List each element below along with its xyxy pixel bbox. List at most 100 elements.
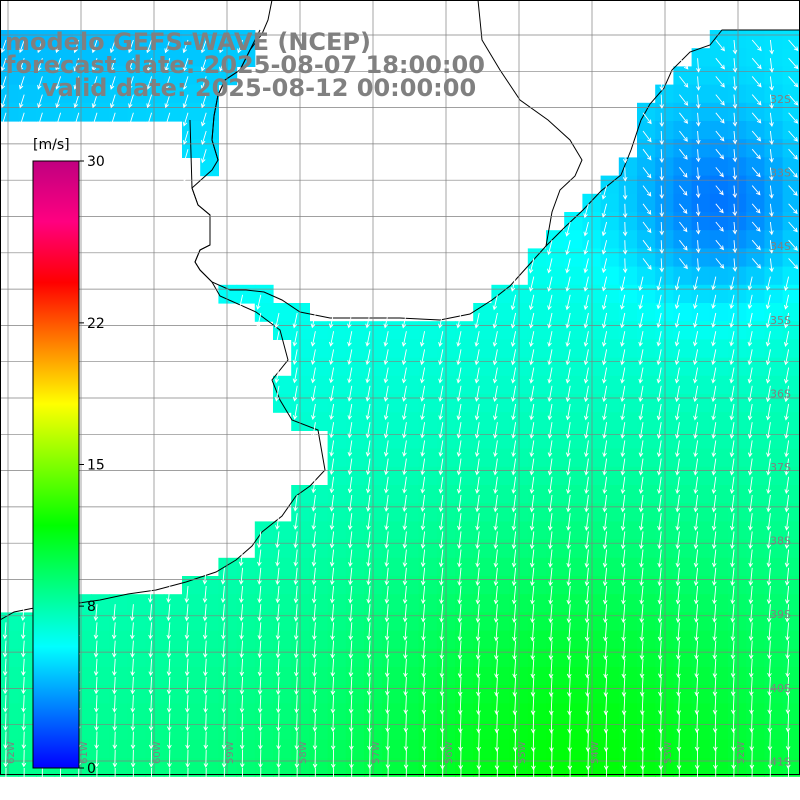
speed-cell bbox=[746, 612, 765, 632]
wind-arrow bbox=[293, 567, 299, 586]
wind-arrow bbox=[676, 658, 681, 679]
wind-arrow bbox=[565, 294, 571, 311]
speed-cell bbox=[655, 139, 674, 158]
wind-arrow bbox=[18, 39, 25, 54]
wind-arrow bbox=[221, 731, 227, 750]
wind-arrow bbox=[584, 476, 589, 495]
wind-arrow bbox=[330, 713, 336, 732]
wind-arrow bbox=[203, 695, 208, 713]
wind-arrow bbox=[94, 713, 99, 731]
speed-cell bbox=[600, 466, 620, 486]
speed-cell bbox=[182, 739, 201, 759]
wind-arrow bbox=[184, 640, 190, 658]
wind-arrow bbox=[622, 203, 628, 219]
title-valid-date: valid date: 2025-08-12 00:00:00 bbox=[42, 74, 477, 102]
wind-arrow bbox=[493, 585, 499, 605]
speed-cell bbox=[418, 412, 438, 431]
speed-cell bbox=[746, 375, 765, 395]
wind-arrow bbox=[620, 294, 626, 310]
wind-arrow bbox=[384, 658, 390, 678]
wind-arrow bbox=[657, 549, 662, 568]
speed-cell bbox=[782, 503, 800, 522]
speed-cell bbox=[254, 685, 274, 704]
wind-arrow bbox=[457, 604, 463, 623]
speed-cell bbox=[600, 758, 620, 777]
speed-cell bbox=[0, 685, 19, 704]
wind-arrow bbox=[220, 585, 226, 604]
wind-arrow bbox=[421, 604, 426, 623]
wind-arrow bbox=[91, 39, 98, 54]
speed-cell bbox=[345, 412, 365, 431]
wind-arrow bbox=[602, 422, 608, 439]
speed-cell bbox=[673, 503, 693, 522]
wind-arrow bbox=[348, 713, 354, 733]
wind-arrow bbox=[674, 385, 680, 403]
wind-arrow bbox=[457, 658, 463, 679]
wind-arrow bbox=[584, 513, 589, 531]
speed-cell bbox=[473, 739, 492, 759]
wind-arrow bbox=[788, 130, 799, 142]
speed-cell bbox=[618, 466, 638, 486]
speed-cell bbox=[691, 466, 711, 486]
wind-arrow bbox=[730, 676, 736, 697]
speed-cell bbox=[782, 30, 800, 49]
wind-arrow bbox=[91, 94, 98, 109]
speed-cell bbox=[418, 357, 438, 377]
wind-arrow bbox=[420, 367, 426, 384]
speed-cell bbox=[182, 648, 201, 668]
wind-arrow bbox=[748, 604, 754, 623]
wind-arrow bbox=[711, 531, 717, 550]
wind-arrow bbox=[493, 513, 498, 531]
speed-cell bbox=[655, 394, 674, 413]
speed-cell bbox=[637, 193, 656, 213]
speed-cell bbox=[673, 248, 693, 268]
speed-cell bbox=[345, 685, 365, 704]
wind-arrow bbox=[511, 422, 517, 439]
speed-cell bbox=[273, 703, 292, 723]
wind-arrow bbox=[584, 440, 589, 458]
title-forecast-date: forecast date: 2025-08-07 18:00:00 bbox=[5, 51, 485, 79]
wind-arrow bbox=[657, 513, 662, 531]
speed-cell bbox=[382, 394, 401, 413]
wind-arrow bbox=[712, 658, 718, 678]
speed-cell bbox=[728, 539, 747, 559]
wind-arrow bbox=[55, 76, 62, 90]
speed-cell bbox=[564, 667, 583, 686]
wind-arrow bbox=[730, 695, 736, 715]
speed-cell bbox=[709, 84, 729, 104]
speed-cell bbox=[709, 503, 729, 522]
speed-cell bbox=[600, 630, 620, 650]
speed-cell bbox=[746, 630, 765, 650]
speed-cell bbox=[655, 430, 674, 450]
wind-arrow bbox=[529, 385, 535, 403]
speed-cell bbox=[746, 84, 765, 104]
wind-arrow bbox=[166, 695, 172, 713]
speed-cell bbox=[782, 230, 800, 249]
speed-cell bbox=[618, 721, 638, 741]
speed-cell bbox=[728, 230, 747, 249]
wind-arrow bbox=[547, 494, 553, 513]
wind-arrow bbox=[711, 494, 717, 513]
wind-arrow bbox=[530, 622, 535, 642]
speed-cell bbox=[345, 557, 365, 577]
wind-arrow bbox=[2, 676, 8, 695]
wind-arrow bbox=[729, 476, 735, 495]
speed-cell bbox=[564, 339, 583, 359]
speed-cell bbox=[637, 703, 656, 723]
speed-cell bbox=[546, 539, 565, 559]
speed-cell bbox=[691, 758, 711, 777]
wind-arrow bbox=[620, 458, 626, 476]
wind-arrow bbox=[2, 640, 8, 658]
speed-cell bbox=[655, 266, 674, 286]
speed-cell bbox=[673, 84, 693, 104]
speed-cell bbox=[218, 721, 238, 741]
wind-arrow bbox=[732, 258, 738, 272]
wind-arrow bbox=[73, 76, 80, 90]
speed-cell bbox=[728, 139, 747, 158]
speed-cell bbox=[382, 412, 401, 431]
speed-cell bbox=[345, 648, 365, 668]
wind-arrow bbox=[692, 349, 699, 366]
colorbar-tick-label: 30 bbox=[87, 154, 105, 170]
wind-arrow bbox=[128, 39, 134, 54]
